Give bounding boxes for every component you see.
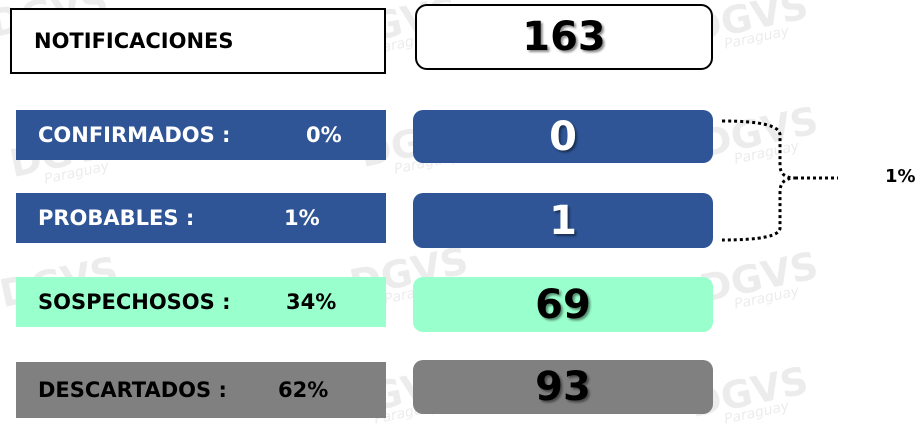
row-label: SOSPECHOSOS : 34% — [16, 277, 386, 327]
row-percent: 1% — [284, 206, 320, 230]
row-label-text: CONFIRMADOS : — [38, 123, 231, 147]
row-label: CONFIRMADOS : 0% — [16, 110, 386, 160]
bracket-label: 1% — [885, 166, 916, 187]
row-label-text: SOSPECHOSOS : — [38, 290, 231, 314]
row-percent: 34% — [286, 290, 337, 314]
row-value: 69 — [413, 277, 713, 332]
header-value: 163 — [415, 4, 713, 70]
row-label-text: DESCARTADOS : — [38, 378, 227, 402]
bracket: 1% — [721, 119, 916, 242]
row-value: 93 — [413, 360, 713, 414]
row-label: PROBABLES : 1% — [16, 193, 386, 243]
row-label: DESCARTADOS : 62% — [16, 362, 386, 418]
row-percent: 62% — [278, 378, 329, 402]
row-value: 1 — [413, 193, 713, 248]
row-value: 0 — [413, 110, 713, 163]
bracket-line — [721, 119, 796, 242]
row-percent: 0% — [306, 123, 342, 147]
row-label-text: PROBABLES : — [38, 206, 195, 230]
header-label: NOTIFICACIONES — [10, 8, 386, 74]
header-label-text: NOTIFICACIONES — [34, 29, 234, 53]
